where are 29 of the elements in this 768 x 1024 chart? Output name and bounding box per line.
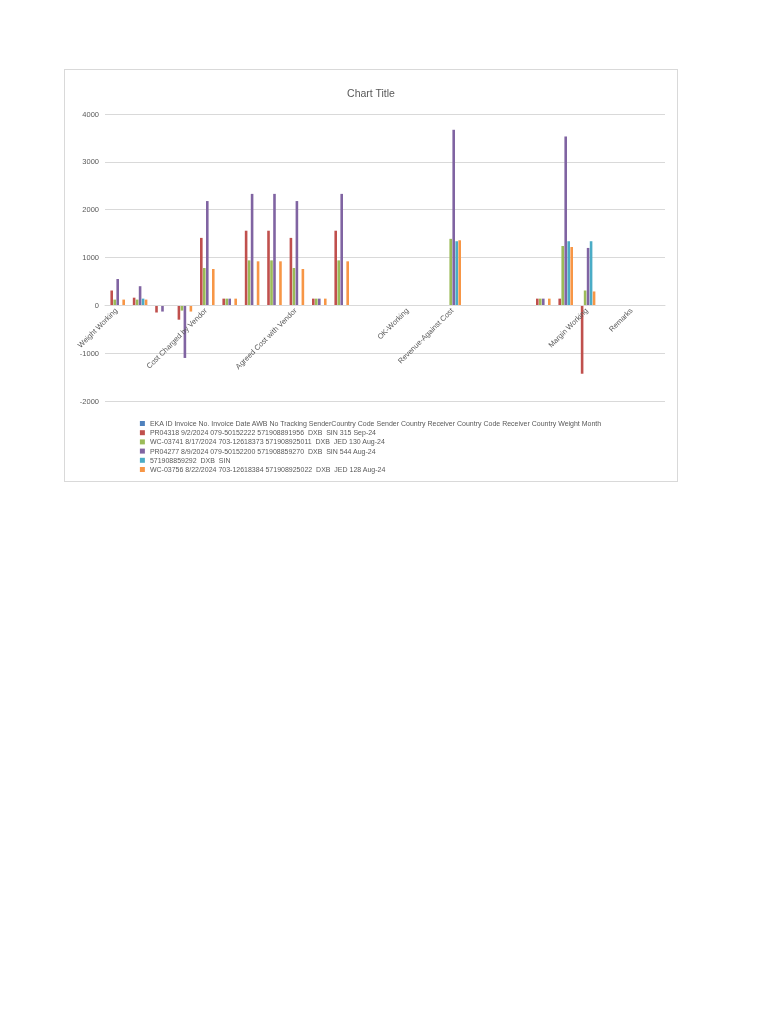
bar [161, 305, 164, 312]
bar [337, 260, 341, 306]
bar [234, 298, 237, 306]
bar [211, 268, 215, 306]
bar [203, 268, 206, 306]
bar [570, 246, 573, 306]
bar [116, 279, 119, 306]
bar [558, 298, 562, 306]
bar [267, 230, 270, 306]
bar [561, 246, 565, 306]
bar [206, 201, 209, 306]
bar [449, 238, 453, 306]
bar [273, 193, 276, 306]
bar [155, 305, 158, 313]
bar [334, 230, 338, 306]
bar [567, 241, 570, 306]
bar [122, 299, 125, 306]
bar [110, 290, 114, 306]
bar [279, 261, 282, 306]
chart-title: Chart Title [347, 86, 396, 99]
bar [200, 237, 203, 306]
bar [323, 298, 327, 306]
bar [547, 298, 551, 306]
bar [270, 260, 273, 306]
bar [346, 261, 349, 306]
bar [564, 136, 567, 306]
bar [340, 193, 343, 306]
bar [113, 299, 117, 306]
bar [452, 129, 455, 306]
